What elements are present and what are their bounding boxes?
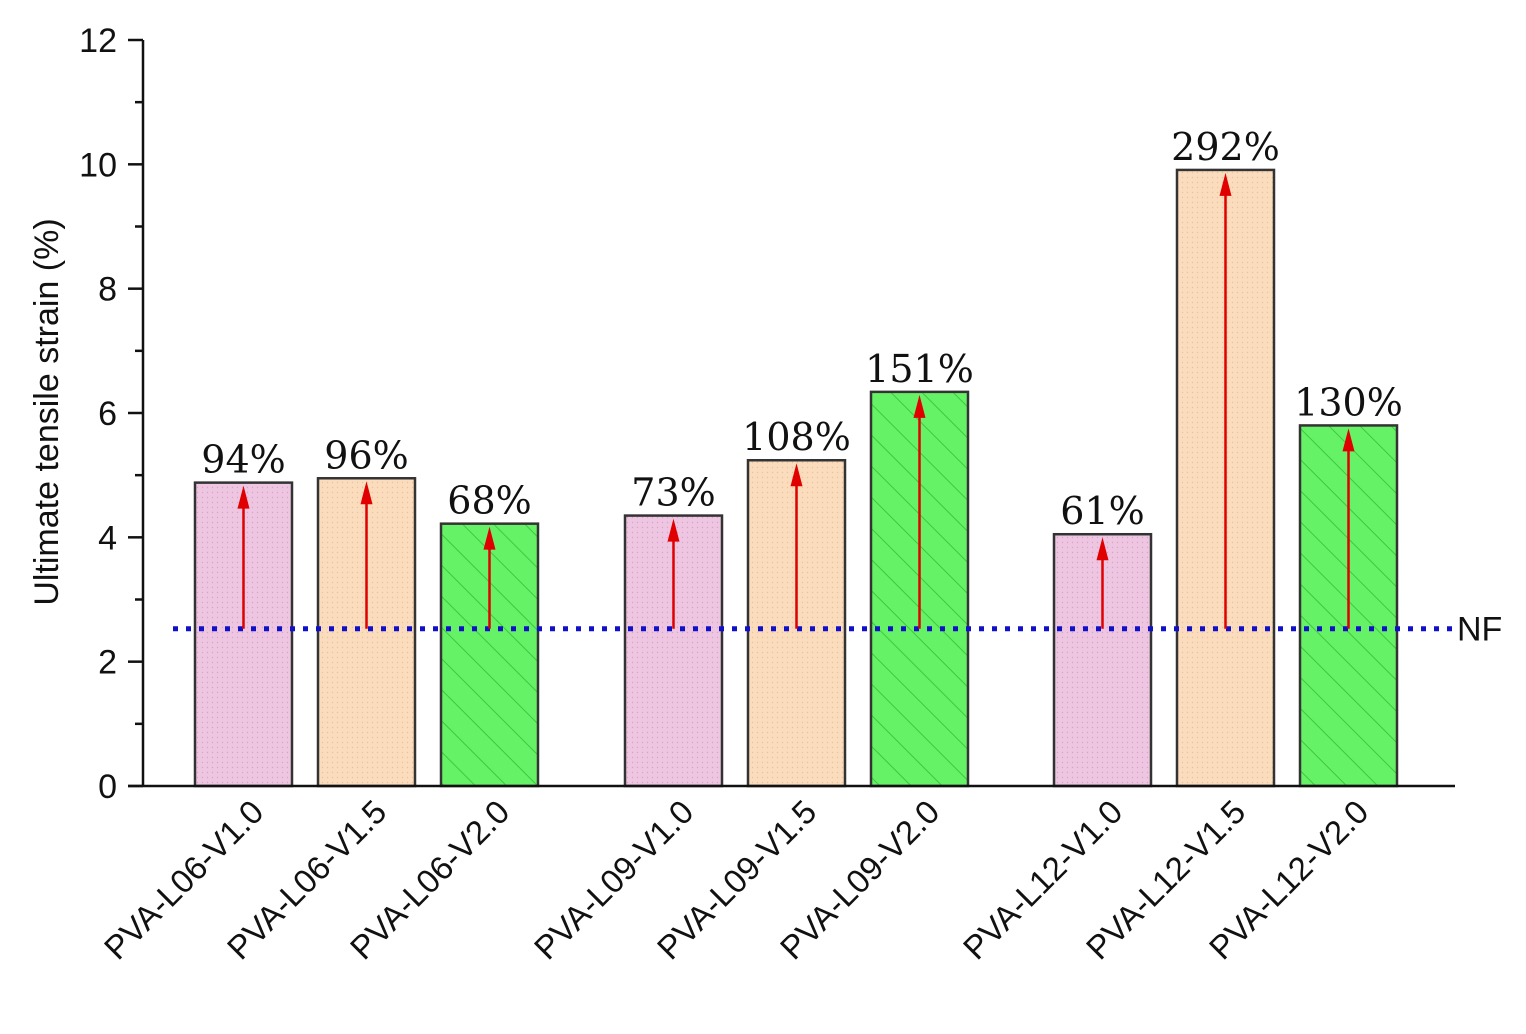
increase-arrow-head bbox=[237, 485, 250, 509]
data-label: 68% bbox=[447, 479, 531, 523]
y-tick-label: 12 bbox=[79, 22, 117, 60]
data-label: 292% bbox=[1171, 125, 1280, 169]
y-tick-label: 8 bbox=[98, 271, 117, 309]
y-tick-label: 0 bbox=[98, 768, 117, 806]
data-label: 151% bbox=[865, 347, 974, 391]
increase-arrow-head bbox=[790, 463, 803, 487]
data-label: 96% bbox=[324, 433, 408, 477]
increase-arrow-head bbox=[667, 518, 680, 542]
increase-arrow-head bbox=[1219, 172, 1232, 196]
data-labels: 94% 96% 68% 73% 108% 151% 61% 292% 130% bbox=[201, 125, 1403, 533]
data-label: 94% bbox=[201, 438, 285, 482]
y-axis-label: Ultimate tensile strain (%) bbox=[28, 218, 66, 605]
y-tick-label: 10 bbox=[79, 146, 117, 184]
reference-line-group: NF bbox=[173, 611, 1502, 649]
y-tick-label: 4 bbox=[98, 519, 117, 557]
bar-pva-l09-v1.0 bbox=[623, 514, 724, 788]
y-tick-label: 2 bbox=[98, 644, 117, 682]
data-label: 61% bbox=[1060, 489, 1144, 533]
data-label: 73% bbox=[631, 471, 715, 515]
increase-arrow-head bbox=[483, 526, 496, 550]
data-label: 130% bbox=[1294, 380, 1403, 424]
arrows bbox=[237, 172, 1355, 629]
y-tick-label: 6 bbox=[98, 395, 117, 433]
y-ticks: 0 2 4 6 8 10 12 bbox=[79, 22, 143, 806]
data-label: 108% bbox=[742, 415, 851, 459]
increase-arrow-head bbox=[1096, 537, 1109, 561]
increase-arrow-head bbox=[360, 481, 373, 505]
increase-arrow-head bbox=[913, 394, 926, 418]
nf-reference-label: NF bbox=[1457, 611, 1502, 649]
increase-arrow-head bbox=[1342, 428, 1355, 452]
